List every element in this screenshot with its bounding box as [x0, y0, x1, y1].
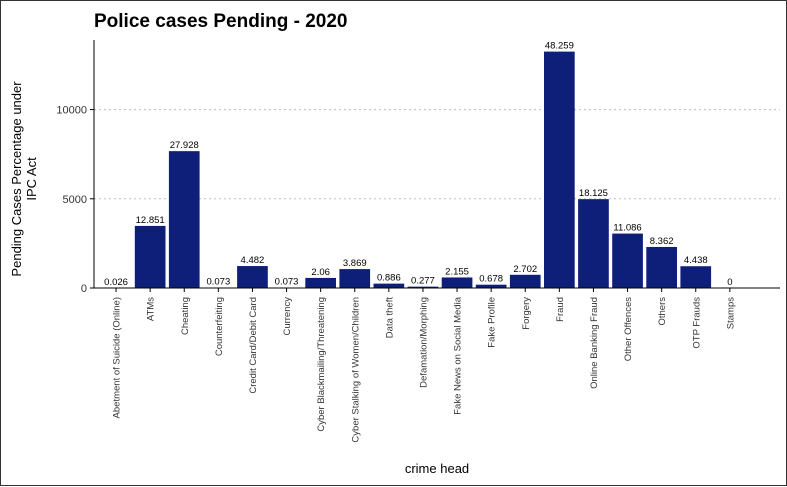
y-tick-label: 5000: [63, 194, 87, 206]
bar: [237, 266, 268, 288]
data-label: 18.125: [579, 188, 608, 199]
x-tick-label: OTP Frauds: [691, 297, 702, 349]
y-tick-label: 0: [81, 283, 87, 295]
y-axis-title-line-1: Pending Cases Percentage under: [9, 81, 24, 277]
x-tick-label: Credit Card/Debit Card: [248, 297, 259, 394]
bar: [578, 199, 609, 288]
x-tick-label: Online Banking Fraud: [589, 297, 600, 389]
bar: [169, 151, 200, 288]
data-label: 2.06: [311, 267, 330, 278]
data-label: 0: [727, 277, 732, 288]
data-label: 2.702: [513, 264, 537, 275]
x-tick-label: Stamps: [725, 297, 736, 329]
x-tick-label: Fake News on Social Media: [453, 296, 464, 414]
x-tick-label: Counterfeiting: [214, 297, 225, 356]
data-label: 2.155: [445, 266, 469, 277]
data-label: 0.073: [275, 277, 299, 288]
bar: [646, 247, 677, 288]
x-tick-label: Forgery: [521, 297, 532, 330]
y-axis-title-line-2: IPC Act: [24, 157, 39, 201]
x-tick-label: ATMs: [146, 297, 157, 321]
y-tick-label: 10000: [56, 105, 87, 117]
x-tick-label: Cheating: [180, 297, 191, 335]
chart-title: Police cases Pending - 2020: [94, 11, 347, 32]
bar: [374, 284, 405, 288]
bar: [510, 275, 541, 288]
bar: [135, 226, 166, 288]
bar: [339, 269, 370, 288]
x-tick-label: Others: [657, 297, 668, 326]
data-label: 48.259: [545, 41, 574, 52]
data-label: 0.073: [206, 277, 230, 288]
data-label: 3.869: [343, 258, 367, 269]
data-label: 11.086: [613, 223, 641, 234]
data-label: 27.928: [170, 140, 199, 151]
bar: [544, 52, 575, 288]
x-tick-label: Fake Profile: [487, 297, 498, 348]
x-tick-label: Data theft: [384, 297, 395, 339]
bars: [101, 52, 711, 288]
bar: [680, 266, 711, 288]
bar: [305, 278, 336, 288]
data-label: 0.277: [411, 276, 435, 287]
x-tick-label: Cyber Blackmailing/Threatening: [316, 297, 327, 432]
data-label: 0.678: [479, 274, 503, 285]
y-axis-title: Pending Cases Percentage under IPC Act: [9, 81, 39, 277]
x-tick-label: Fraud: [555, 297, 566, 322]
data-label: 8.362: [650, 236, 674, 247]
x-axis-title: crime head: [405, 461, 469, 476]
x-tick-label: Currency: [282, 297, 293, 336]
x-tick-label: Defamation/Morphing: [418, 297, 429, 388]
data-label: 12.851: [136, 215, 165, 226]
x-tick-label: Abetment of Suicide (Online): [112, 297, 123, 418]
data-label: 4.438: [684, 255, 708, 266]
y-axis-ticks: 0 5000 10000: [56, 105, 94, 295]
x-axis-ticks: Abetment of Suicide (Online) ATMs Cheating…: [112, 288, 737, 443]
x-tick-label: Other Offences: [623, 297, 634, 361]
x-tick-label: Cyber Stalking of Women/Children: [350, 297, 361, 443]
data-label: 0.886: [377, 273, 401, 284]
data-label: 0.026: [104, 277, 128, 288]
bar: [612, 234, 643, 288]
bar: [442, 277, 473, 288]
data-label: 4.482: [241, 255, 265, 266]
